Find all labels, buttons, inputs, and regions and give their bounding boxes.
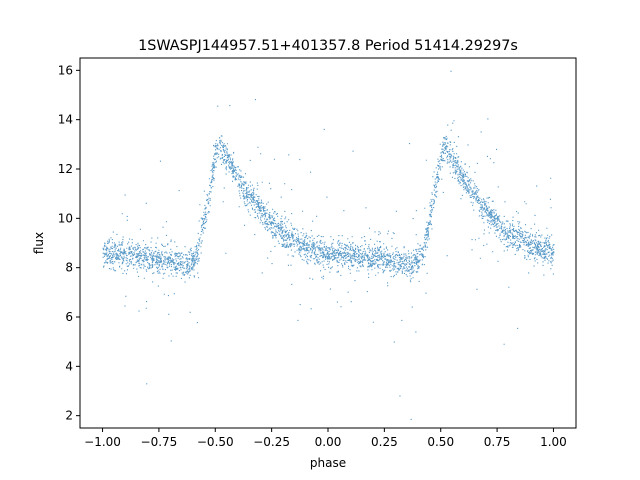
x-axis-ticks: −1.00 −0.75 −0.50 −0.25 0.00 0.25 0.50 0.75 1.00 — [84, 428, 567, 449]
x-tick-label: 0.25 — [371, 435, 398, 449]
y-tick-label: 4 — [65, 359, 73, 373]
y-tick-label: 10 — [58, 211, 73, 225]
y-tick-label: 16 — [58, 63, 73, 77]
x-tick-label: −0.50 — [197, 435, 234, 449]
x-tick-label: 0.75 — [484, 435, 511, 449]
y-tick-label: 6 — [65, 310, 73, 324]
x-tick-label: 0.00 — [315, 435, 342, 449]
y-tick-label: 2 — [65, 409, 73, 423]
x-tick-label: 1.00 — [540, 435, 567, 449]
x-axis-label: phase — [310, 456, 346, 470]
y-tick-label: 14 — [58, 113, 73, 127]
y-tick-label: 12 — [58, 162, 73, 176]
chart-title: 1SWASPJ144957.51+401357.8 Period 51414.2… — [138, 38, 518, 54]
y-axis-ticks: 2 4 6 8 10 12 14 16 — [58, 63, 80, 423]
x-tick-label: −0.75 — [141, 435, 178, 449]
y-axis-label: flux — [32, 232, 46, 254]
x-tick-label: 0.50 — [427, 435, 454, 449]
x-tick-label: −0.25 — [253, 435, 290, 449]
y-tick-label: 8 — [65, 261, 73, 275]
x-tick-label: −1.00 — [84, 435, 121, 449]
